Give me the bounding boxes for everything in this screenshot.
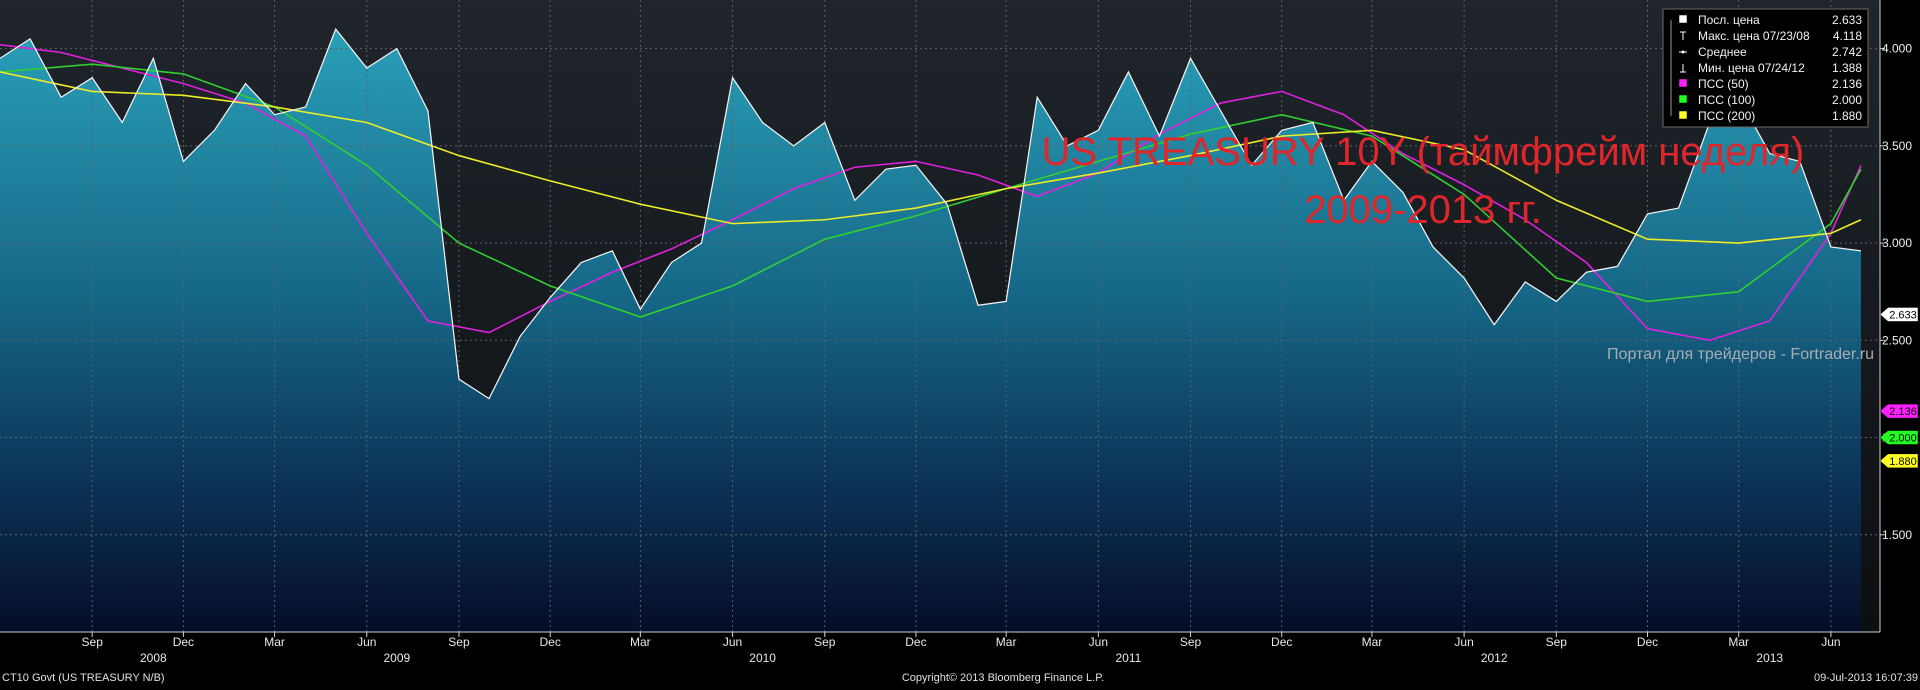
y-tick-label-5: 4.000 (1882, 42, 1912, 56)
legend-marker-0 (1678, 14, 1688, 24)
legend-entry-5: ПСС (100) 2.000 (1678, 93, 1862, 107)
moving-average-line-2 (0, 63, 1862, 318)
x-tick-label-9: Dec (905, 635, 926, 649)
footer-left-text: CT10 Govt (US TREASURY N/B) (2, 672, 165, 684)
x-tick-label-17: Dec (1637, 635, 1658, 649)
year-label-2008: 2008 (140, 651, 167, 665)
legend-entry-2: Среднее 2.742 (1679, 45, 1862, 59)
x-tick-label-2: Mar (264, 635, 285, 649)
annotation-title-line2: 2009-2013 гг. (1304, 188, 1542, 232)
value-tag-text-0: 2.633 (1889, 309, 1917, 321)
y-tick-label-4: 3.500 (1882, 139, 1912, 153)
x-tick-label-6: Mar (630, 635, 651, 649)
value-tag-text-3: 1.880 (1889, 456, 1917, 468)
moving-average-layer (0, 43, 1862, 342)
footer-center-text: Copyright© 2013 Bloomberg Finance L.P. (902, 672, 1104, 684)
y-tick-label-2: 2.500 (1882, 333, 1912, 347)
x-tick-label-4: Sep (448, 635, 470, 649)
legend-entry-1: Макс. цена 07/23/08 4.118 (1680, 29, 1862, 43)
annotation-title-line1: US TREASURY 10Y (таймфрейм неделя) (1042, 130, 1805, 174)
x-tick-label-19: Jun (1821, 635, 1840, 649)
year-label-2010: 2010 (749, 651, 776, 665)
value-tag-text-1: 2.136 (1889, 406, 1917, 418)
legend-marker-4 (1678, 78, 1688, 88)
year-label-2009: 2009 (383, 651, 410, 665)
value-tag-bg-1 (1879, 403, 1919, 419)
legend-label-2: Среднее (1698, 45, 1747, 59)
legend-marker-3 (1680, 64, 1686, 73)
x-tick-label-10: Mar (996, 635, 1017, 649)
legend-label-3: Мин. цена 07/24/12 (1698, 61, 1805, 75)
watermark-text: Портал для трейдеров - Fortrader.ru (1607, 346, 1874, 363)
year-label-layer: 2008 2009 2010 2011 2012 2013 (140, 651, 1783, 665)
legend-value-2: 2.742 (1832, 45, 1862, 59)
grid-layer (0, 0, 1880, 632)
value-tag-bg-3 (1879, 453, 1919, 469)
moving-average-line-1 (0, 43, 1862, 342)
legend-marker-5 (1678, 94, 1688, 104)
year-label-2013: 2013 (1756, 651, 1783, 665)
legend-box (1662, 8, 1869, 128)
value-tag-bg-0 (1879, 307, 1919, 322)
annotation-layer: US TREASURY 10Y (таймфрейм неделя) 2009-… (1042, 130, 1874, 363)
footer: CT10 Govt (US TREASURY N/B) Copyright© 2… (2, 672, 1918, 684)
legend-entry-3: Мин. цена 07/24/12 1.388 (1680, 61, 1862, 75)
price-area (0, 29, 1861, 632)
value-tag-bg-2 (1879, 430, 1919, 445)
value-tag-layer: 2.633 2.136 2.000 1.880 (1879, 307, 1919, 469)
legend: Посл. цена 2.633 Макс. цена 07/23/08 4.118 С… (1662, 8, 1869, 128)
price-line-layer (0, 27, 1862, 400)
year-label-2011: 2011 (1115, 651, 1141, 665)
x-tick-label-13: Dec (1271, 635, 1292, 649)
legend-label-1: Макс. цена 07/23/08 (1698, 29, 1810, 43)
x-tick-label-15: Jun (1454, 635, 1473, 649)
x-tick-label-11: Jun (1089, 635, 1108, 649)
legend-label-0: Посл. цена (1698, 13, 1760, 27)
legend-value-5: 2.000 (1832, 93, 1862, 107)
legend-label-6: ПСС (200) (1698, 109, 1755, 123)
footer-right-text: 09-Jul-2013 16:07:39 (1814, 672, 1918, 684)
x-tick-label-8: Sep (814, 635, 836, 649)
value-tag-0: 2.633 (1879, 307, 1919, 322)
legend-value-3: 1.388 (1832, 61, 1862, 75)
value-tag-text-2: 2.000 (1889, 433, 1917, 445)
value-tag-1: 2.136 (1879, 403, 1919, 419)
x-tick-label-1: Dec (173, 635, 194, 649)
legend-value-4: 2.136 (1832, 77, 1862, 91)
legend-label-5: ПСС (100) (1698, 93, 1755, 107)
y-tick-label-0: 1.500 (1882, 528, 1912, 542)
legend-entry-4: ПСС (50) 2.136 (1678, 77, 1862, 91)
x-tick-label-18: Mar (1728, 635, 1749, 649)
x-tick-label-7: Jun (723, 635, 742, 649)
x-tick-label-12: Sep (1180, 635, 1202, 649)
x-tick-label-0: Sep (82, 635, 104, 649)
legend-entry-6: ПСС (200) 1.880 (1678, 109, 1862, 123)
moving-average-line-3 (0, 71, 1862, 244)
legend-marker-6 (1678, 110, 1688, 120)
value-tag-3: 1.880 (1879, 453, 1919, 469)
x-tick-layer: Sep Dec Mar Jun Sep Dec Mar Jun Sep Dec Mar Jun Sep D… (82, 632, 1841, 649)
price-line (0, 27, 1862, 400)
legend-marker-dot-2 (1681, 50, 1685, 54)
legend-value-1: 4.118 (1833, 29, 1862, 43)
year-label-2012: 2012 (1481, 651, 1508, 665)
x-tick-label-16: Sep (1546, 635, 1568, 649)
x-tick-label-5: Dec (539, 635, 560, 649)
x-tick-label-14: Mar (1362, 635, 1383, 649)
price-area-layer (0, 29, 1861, 632)
legend-label-4: ПСС (50) (1698, 77, 1749, 91)
x-tick-label-3: Jun (357, 635, 376, 649)
legend-entry-0: Посл. цена 2.633 (1678, 13, 1862, 27)
legend-value-0: 2.633 (1832, 13, 1862, 27)
axes-layer (0, 0, 1881, 633)
y-tick-label-3: 3.000 (1882, 236, 1912, 250)
value-tag-2: 2.000 (1879, 430, 1919, 445)
legend-marker-1 (1680, 31, 1686, 40)
legend-value-6: 1.880 (1832, 109, 1862, 123)
legend-entries: Посл. цена 2.633 Макс. цена 07/23/08 4.118 С… (1678, 13, 1862, 123)
